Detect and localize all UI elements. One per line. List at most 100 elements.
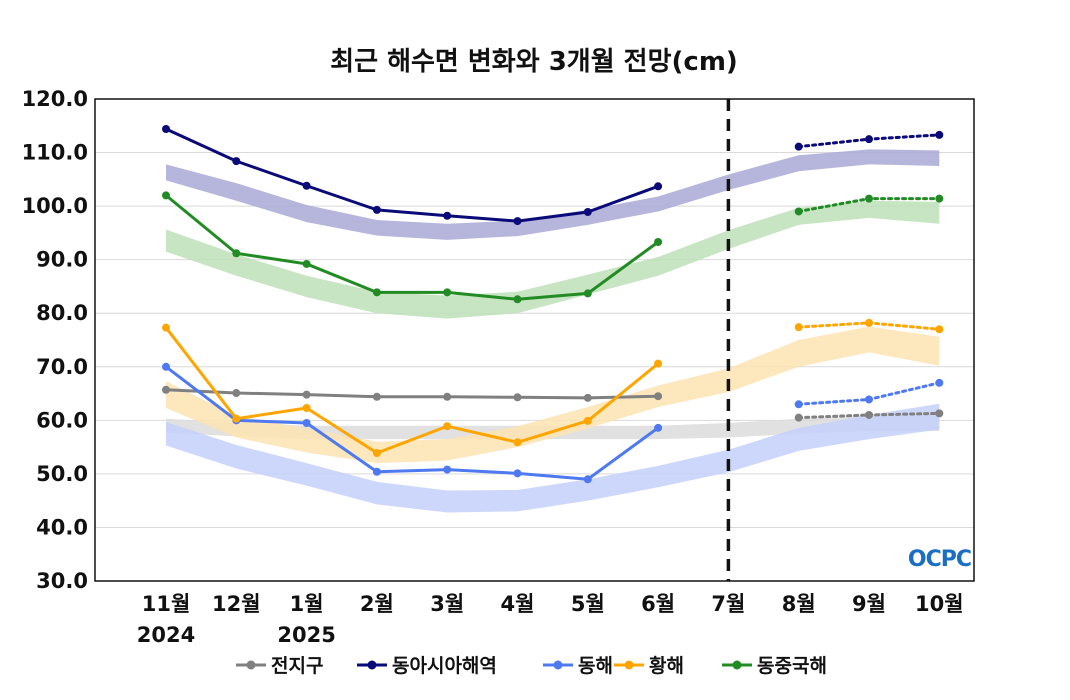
observed-line-동해: [165, 365, 659, 481]
series-points: [162, 124, 944, 484]
series-lines: [164, 127, 941, 481]
forecast-point: [865, 410, 873, 419]
observed-point: [583, 416, 592, 425]
legend: 전지구 동아시아해역 동해 황해 동중국해: [236, 654, 827, 677]
legend-label: 동아시아해역: [392, 655, 497, 677]
forecast-point: [865, 395, 873, 404]
observed-point: [162, 191, 170, 200]
x-tick-label: 6월: [641, 592, 675, 616]
legend-label: 동해: [578, 655, 613, 677]
observed-point: [162, 385, 170, 394]
observed-point: [302, 419, 311, 428]
y-tick-label: 30.0: [36, 569, 88, 593]
x-tick-label: 8월: [782, 592, 816, 616]
plot-frame: [94, 98, 975, 582]
y-tick-label: 80.0: [36, 301, 88, 325]
ocpc-logo: OCPC: [908, 547, 972, 572]
observed-point: [372, 205, 381, 214]
uncertainty-bands: [166, 149, 940, 513]
x-tick-label: 4월: [501, 592, 535, 616]
band-동중국해: [166, 200, 940, 319]
y-tick-label: 110.0: [22, 141, 88, 165]
forecast-point: [794, 413, 803, 422]
observed-line-동아시아해역: [165, 127, 659, 223]
observed-point: [654, 392, 663, 401]
observed-line-황해: [164, 326, 660, 455]
observed-point: [654, 237, 663, 246]
observed-point: [302, 404, 311, 413]
observed-point: [232, 249, 241, 258]
x-tick-label: 9월: [852, 592, 886, 616]
x-tick-label: 12월: [212, 592, 261, 616]
legend-label: 동중국해: [757, 655, 827, 677]
observed-point: [162, 323, 170, 332]
observed-point: [372, 449, 381, 458]
observed-point: [443, 465, 452, 474]
chart-title: 최근 해수면 변화와 3개월 전망(cm): [330, 47, 738, 77]
observed-line-전지구: [165, 388, 659, 400]
year-label: 2024: [137, 623, 195, 647]
legend-label: 전지구: [271, 655, 323, 677]
observed-point: [654, 423, 663, 432]
observed-point: [232, 414, 241, 423]
x-tick-label: 3월: [430, 592, 464, 616]
legend-label: 황해: [649, 654, 684, 677]
ocpc-logo-text: OCPC: [908, 547, 971, 572]
forecast-point: [935, 194, 944, 203]
band-동아시아해역: [166, 149, 940, 240]
observed-point: [513, 438, 522, 447]
forecast-point: [794, 142, 803, 151]
forecast-point: [794, 400, 803, 409]
observed-point: [372, 392, 381, 401]
y-tick-label: 70.0: [36, 355, 88, 379]
observed-point: [302, 390, 311, 399]
y-tick-label: 120.0: [22, 87, 88, 111]
observed-point: [372, 288, 381, 297]
observed-point: [513, 469, 522, 478]
observed-point: [443, 211, 452, 220]
band-황해: [166, 326, 940, 464]
y-tick-label: 100.0: [22, 194, 88, 218]
legend-marker: [732, 660, 742, 670]
x-tick-label: 1월: [290, 592, 324, 616]
legend-marker: [246, 660, 256, 670]
observed-point: [232, 389, 241, 398]
observed-point: [583, 289, 592, 298]
forecast-point: [865, 135, 873, 144]
observed-point: [654, 359, 663, 368]
observed-point: [162, 362, 170, 371]
x-tick-label: 2월: [360, 592, 394, 616]
observed-point: [162, 124, 170, 133]
forecast-point: [865, 194, 873, 203]
legend-marker: [624, 660, 634, 670]
x-tick-label: 5월: [571, 592, 605, 616]
observed-point: [513, 393, 522, 402]
x-tick-label: 7월: [711, 592, 745, 616]
band-동해: [166, 403, 940, 513]
legend-marker: [553, 660, 563, 670]
observed-line-동중국해: [165, 194, 659, 301]
observed-point: [583, 475, 592, 484]
observed-point: [513, 295, 522, 304]
observed-point: [513, 217, 522, 226]
observed-point: [302, 181, 311, 190]
observed-point: [232, 157, 241, 166]
observed-point: [654, 182, 663, 191]
forecast-point: [794, 323, 803, 332]
forecast-point: [935, 409, 944, 418]
year-label: 2025: [277, 623, 335, 647]
observed-point: [443, 422, 452, 431]
forecast-point: [865, 318, 873, 327]
x-tick-label: 11월: [142, 592, 191, 616]
y-axis-ticks: 30.0 40.0 50.0 60.0 70.0 80.0 90.0 100.0 110.0 12…: [22, 87, 88, 593]
y-tick-label: 40.0: [36, 515, 88, 539]
y-tick-label: 90.0: [36, 248, 88, 272]
observed-point: [443, 392, 452, 401]
forecast-point: [935, 130, 944, 139]
x-axis-ticks: 11월 12월 1월 2월 3월 4월 5월 6월 7월 8월 9월 10월 2024 2025: [137, 592, 964, 647]
forecast-point: [935, 325, 944, 334]
forecast-point: [794, 207, 803, 216]
observed-point: [583, 393, 592, 402]
x-tick-label: 10월: [915, 592, 964, 616]
observed-point: [443, 288, 452, 297]
